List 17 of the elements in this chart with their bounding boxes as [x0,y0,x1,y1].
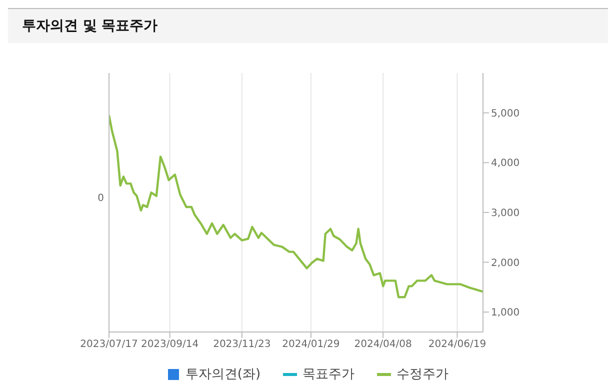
legend-label: 목표주가 [302,366,355,383]
y2-tick-label: 1,000 [491,308,520,319]
line-series [109,114,483,298]
legend-label: 투자의견(좌) [185,366,261,383]
x-tick-label: 2023/09/14 [140,339,199,350]
y2-tick-label: 4,000 [491,158,520,170]
y2-tick-label: 3,000 [491,208,520,220]
x-tick-label: 2024/01/29 [282,339,340,350]
x-tick-label: 2023/07/17 [80,339,138,350]
chart-title: 투자의견 및 목표주가 [8,8,608,43]
x-tick-label: 2023/11/23 [213,339,271,350]
y2-tick-label: 5,000 [491,108,520,120]
y2-tick-label: 2,000 [491,258,520,269]
text: 0 [96,193,104,204]
x-tick-label: 2024/04/08 [354,339,412,350]
x-tick-label: 2024/06/19 [428,339,486,350]
legend-label: 수정주가 [396,366,449,383]
